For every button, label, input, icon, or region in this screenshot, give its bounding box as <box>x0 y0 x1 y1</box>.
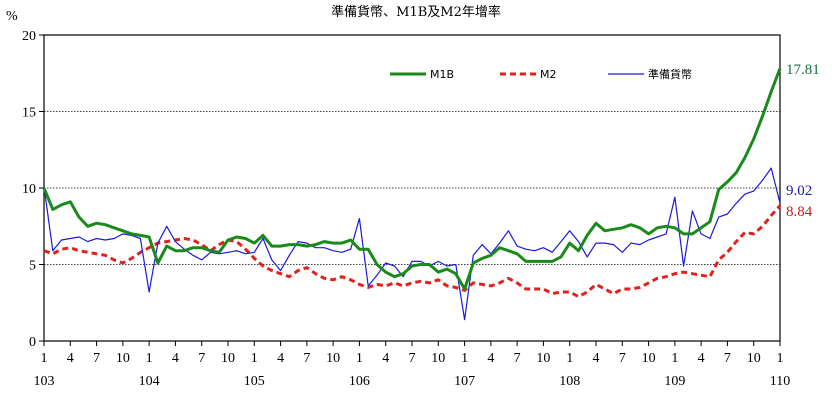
x-tick-label: 4 <box>277 351 284 366</box>
x-year-label: 103 <box>34 374 55 389</box>
x-year-label: 108 <box>559 374 580 389</box>
series-line-2 <box>43 167 781 321</box>
x-tick-label: 4 <box>172 351 179 366</box>
x-tick-label: 10 <box>221 351 235 366</box>
x-tick-label: 1 <box>671 351 678 366</box>
x-tick-label: 10 <box>642 351 656 366</box>
x-tick-label: 7 <box>198 351 205 366</box>
series-line-0 <box>42 67 782 291</box>
x-tick-label: 7 <box>514 351 521 366</box>
y-axis-unit: % <box>6 9 18 24</box>
x-tick-label: 7 <box>409 351 416 366</box>
x-tick-label: 7 <box>93 351 100 366</box>
y-axis-ticks: 0 5 10 15 20 <box>22 29 44 350</box>
x-tick-label: 1 <box>777 351 784 366</box>
x-year-label: 109 <box>664 374 685 389</box>
x-tick-label: 4 <box>487 351 494 366</box>
x-year-label: 105 <box>244 374 265 389</box>
x-tick-label: 10 <box>431 351 445 366</box>
x-tick-label: 4 <box>67 351 74 366</box>
legend-label: 準備貨幣 <box>648 67 692 81</box>
legend-label: M1B <box>430 68 454 81</box>
legend: M1B M2 準備貨幣 <box>390 67 692 81</box>
end-value-labels: 17.81 9.02 8.84 <box>786 62 820 220</box>
x-tick-label: 4 <box>698 351 705 366</box>
x-tick-label: 1 <box>146 351 153 366</box>
y-tick-label: 20 <box>22 29 36 44</box>
x-year-label: 104 <box>139 374 160 389</box>
x-year-label: 107 <box>454 374 475 389</box>
gridlines <box>44 111 780 265</box>
end-label: 8.84 <box>786 204 813 220</box>
x-tick-label: 7 <box>724 351 731 366</box>
y-tick-label: 5 <box>29 259 36 274</box>
end-label: 9.02 <box>786 183 812 199</box>
x-tick-label: 10 <box>326 351 340 366</box>
x-tick-label: 4 <box>382 351 389 366</box>
series-lines <box>42 67 782 321</box>
x-tick-label: 10 <box>536 351 550 366</box>
series-line-1 <box>43 204 782 299</box>
legend-label: M2 <box>540 68 557 81</box>
x-tick-label: 7 <box>619 351 626 366</box>
x-tick-label: 10 <box>747 351 761 366</box>
x-tick-label: 10 <box>116 351 130 366</box>
x-tick-label: 1 <box>251 351 258 366</box>
x-axis-ticks: 1 4 7 10 1 4 7 10 1 4 7 10 1 4 7 10 1 4 7 10 1 4 7 10 1 4 7 10 1 103 1… <box>34 341 790 389</box>
x-year-label: 110 <box>770 374 790 389</box>
x-tick-label: 4 <box>593 351 600 366</box>
x-year-label: 106 <box>349 374 370 389</box>
x-tick-label: 1 <box>356 351 363 366</box>
end-label: 17.81 <box>786 62 820 78</box>
x-tick-label: 1 <box>566 351 573 366</box>
y-tick-label: 0 <box>29 335 36 350</box>
y-tick-label: 10 <box>22 182 36 197</box>
chart-title: 準備貨幣、M1B及M2年增率 <box>331 4 501 20</box>
x-tick-label: 1 <box>41 351 48 366</box>
y-tick-label: 15 <box>22 106 36 121</box>
x-tick-label: 1 <box>461 351 468 366</box>
x-tick-label: 7 <box>303 351 310 366</box>
